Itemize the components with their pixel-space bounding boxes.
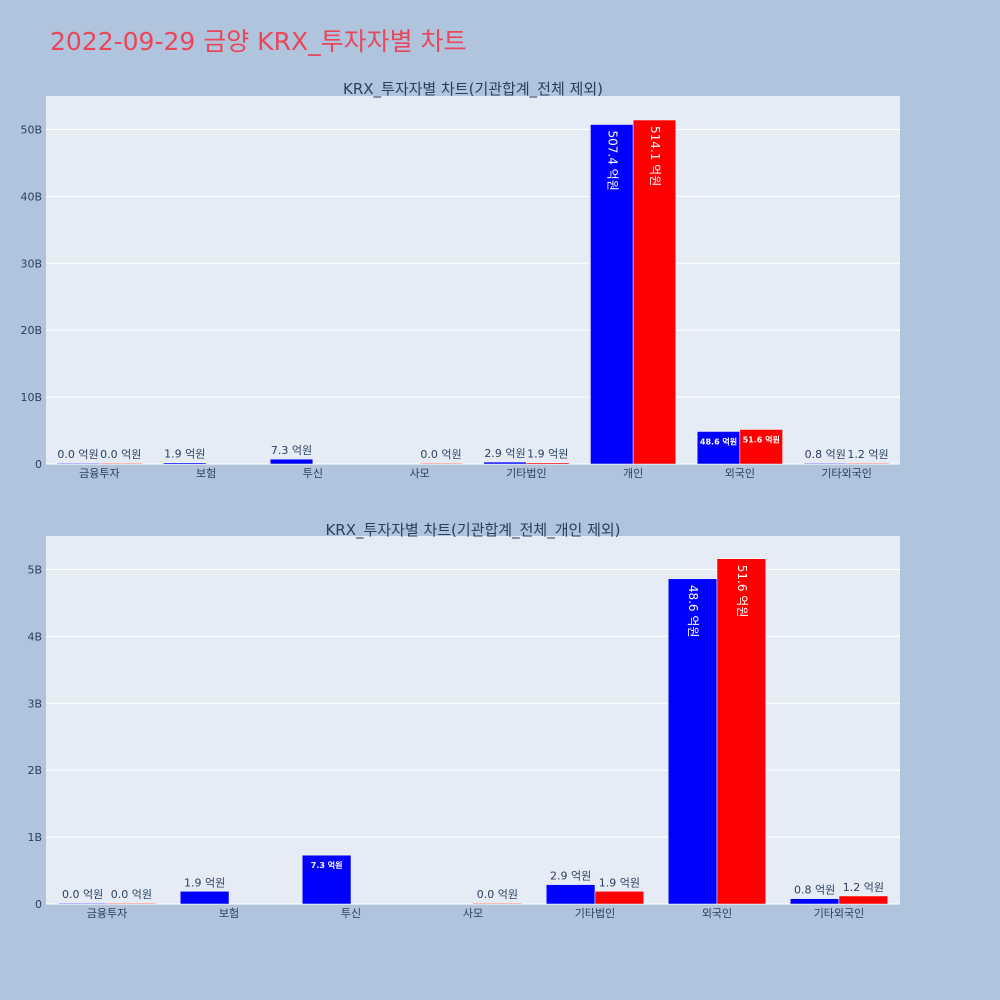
y-tick-label: 0: [35, 898, 42, 911]
x-tick-label: 보험: [219, 907, 239, 920]
y-tick-label: 5B: [27, 563, 42, 576]
bar: [789, 898, 840, 905]
y-tick-label: 2B: [27, 764, 42, 777]
bar: [838, 895, 889, 905]
bar: [594, 891, 645, 905]
data-label: 0.0 억원: [477, 888, 518, 901]
x-tick-label: 외국인: [725, 467, 755, 480]
data-label: 0.8 억원: [794, 884, 835, 897]
data-label: 48.6 억원: [686, 585, 700, 638]
bar: [526, 462, 570, 465]
page-title: 2022-09-29 금양 KRX_투자자별 차트: [50, 27, 467, 56]
bar: [179, 891, 230, 905]
bar: [419, 462, 463, 465]
x-tick-label: 외국인: [702, 907, 732, 920]
data-label: 51.6 억원: [743, 434, 780, 444]
data-label: 0.8 억원: [805, 448, 846, 461]
x-tick-label: 금융투자: [87, 907, 127, 920]
bar: [483, 461, 527, 465]
data-label: 0.0 억원: [57, 448, 98, 461]
x-tick-label: 기타법인: [575, 907, 615, 920]
data-label: 1.2 억원: [843, 881, 884, 894]
x-tick-label: 기타외국인: [821, 467, 872, 480]
y-tick-label: 10B: [20, 391, 42, 404]
data-label: 2.9 억원: [550, 870, 591, 883]
bar: [803, 462, 847, 465]
data-label: 7.3 억원: [311, 860, 343, 870]
x-tick-label: 개인: [623, 467, 643, 480]
y-tick-label: 4B: [27, 630, 42, 643]
data-label: 7.3 억원: [271, 444, 312, 457]
y-tick-label: 30B: [20, 257, 42, 270]
plot-area: [46, 96, 900, 464]
x-tick-label: 투신: [303, 467, 323, 480]
x-tick-label: 사모: [410, 467, 430, 480]
y-tick-label: 40B: [20, 190, 42, 203]
chart-title: KRX_투자자별 차트(기관합계_전체_개인 제외): [325, 521, 620, 540]
bar: [106, 902, 157, 905]
x-tick-label: 기타외국인: [814, 907, 865, 920]
bar: [696, 431, 741, 465]
y-tick-label: 3B: [27, 697, 42, 710]
plot-area: [46, 536, 900, 904]
x-tick-label: 사모: [463, 907, 483, 920]
data-label: 514.1 억원: [648, 126, 662, 186]
bar: [472, 902, 523, 905]
data-label: 0.0 억원: [62, 888, 103, 901]
y-tick-label: 1B: [27, 831, 42, 844]
bar: [269, 458, 314, 465]
bar: [163, 462, 207, 465]
y-tick-label: 20B: [20, 324, 42, 337]
bar: [716, 558, 767, 905]
bar: [739, 429, 783, 465]
data-label: 1.9 억원: [527, 448, 568, 461]
bar: [57, 902, 108, 905]
data-label: 1.2 억원: [847, 448, 888, 461]
data-label: 507.4 억원: [605, 131, 619, 191]
data-label: 0.0 억원: [100, 448, 141, 461]
data-label: 48.6 억원: [700, 436, 737, 446]
data-label: 1.9 억원: [184, 876, 225, 889]
x-tick-label: 기타법인: [506, 467, 546, 480]
bar: [846, 462, 890, 465]
x-tick-label: 금융투자: [79, 467, 119, 480]
y-tick-label: 50B: [20, 123, 42, 136]
data-label: 51.6 억원: [735, 565, 749, 618]
bar: [56, 462, 100, 465]
data-label: 2.9 억원: [484, 447, 525, 460]
data-label: 1.9 억원: [599, 876, 640, 889]
bar: [301, 854, 352, 905]
y-tick-label: 0: [35, 458, 42, 471]
data-label: 0.0 억원: [420, 448, 461, 461]
data-label: 0.0 억원: [111, 888, 152, 901]
bar: [545, 884, 596, 905]
bar: [667, 578, 718, 905]
data-label: 1.9 억원: [164, 448, 205, 461]
bar: [632, 119, 677, 465]
bar: [99, 462, 143, 465]
x-tick-label: 보험: [196, 467, 216, 480]
x-tick-label: 투신: [341, 907, 361, 920]
chart-title: KRX_투자자별 차트(기관합계_전체 제외): [343, 80, 603, 99]
